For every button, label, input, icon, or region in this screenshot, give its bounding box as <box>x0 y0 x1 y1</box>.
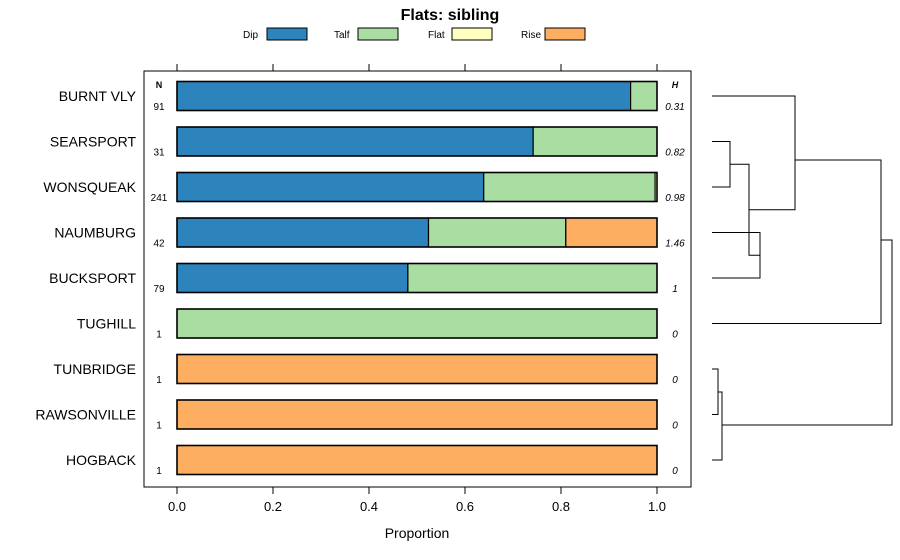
dendrogram <box>712 95 893 461</box>
bar-outline-tunbridge <box>176 353 658 385</box>
bar-searsport-dip <box>176 126 534 157</box>
h-label-bucksport: 1 <box>672 284 678 295</box>
n-label-rawsonville: 1 <box>156 421 162 432</box>
top-axis-ticks <box>176 64 658 71</box>
h-label-searsport: 0.82 <box>665 148 685 159</box>
bar-naumburg-dip <box>176 217 430 248</box>
h-label-hogback: 0 <box>672 466 678 477</box>
x-axis-title: Proportion <box>385 525 450 541</box>
legend-label-flat: Flat <box>428 30 445 41</box>
bar-bucksport-talf <box>407 262 658 294</box>
legend-label-dip: Dip <box>243 30 258 41</box>
n-label-searsport: 31 <box>153 148 165 159</box>
h-label-rawsonville: 0 <box>672 421 678 432</box>
x-axis: 0.0 0.2 0.4 0.6 0.8 1.0 <box>168 487 666 514</box>
category-label-burnt-vly: BURNT VLY <box>59 88 137 104</box>
x-tick-label-2: 0.4 <box>360 499 378 514</box>
bar-burnt-vly-dip <box>176 80 632 112</box>
n-labels: 91 31 241 42 79 1 1 1 1 <box>151 102 168 477</box>
bars <box>176 80 658 476</box>
dendrogram-branch-0 <box>712 141 731 188</box>
x-tick-label-0: 0.0 <box>168 499 186 514</box>
n-label-wonsqueak: 241 <box>151 193 168 204</box>
chart-title: Flats: sibling <box>401 7 500 24</box>
bar-outline-wonsqueak <box>176 171 658 203</box>
bar-bucksport-dip <box>176 262 409 294</box>
x-tick-label-3: 0.6 <box>456 499 474 514</box>
h-label-tunbridge: 0 <box>672 375 678 386</box>
h-label-wonsqueak: 0.98 <box>665 193 685 204</box>
legend-swatch-dip <box>266 27 308 41</box>
bar-outline-tughill <box>176 308 658 339</box>
category-label-naumburg: NAUMBURG <box>54 225 136 241</box>
x-tick-label-1: 0.2 <box>264 499 282 514</box>
bar-tunbridge-rise <box>176 353 658 385</box>
n-label-hogback: 1 <box>156 466 162 477</box>
bar-outline-bucksport <box>176 262 658 294</box>
bar-rawsonville-rise <box>176 399 658 430</box>
category-label-tunbridge: TUNBRIDGE <box>54 361 136 377</box>
bar-searsport-talf <box>532 126 658 157</box>
h-labels: 0.31 0.82 0.98 1.46 1 0 0 0 0 <box>665 102 685 477</box>
dendrogram-branch-3 <box>712 95 796 211</box>
legend: Dip Talf Flat Rise <box>243 27 586 41</box>
category-label-tughill: TUGHILL <box>77 316 136 332</box>
category-label-wonsqueak: WONSQUEAK <box>43 179 136 195</box>
h-column-header: H <box>672 80 679 90</box>
bar-burnt-vly-talf <box>629 80 658 112</box>
bar-outline-hogback <box>176 444 658 476</box>
bar-wonsqueak-talf <box>483 171 656 203</box>
h-label-burnt-vly: 0.31 <box>665 102 684 113</box>
legend-swatch-rise <box>544 27 586 41</box>
n-column-header: N <box>156 80 163 90</box>
bar-naumburg-rise <box>565 217 658 248</box>
n-label-burnt-vly: 91 <box>153 102 165 113</box>
h-label-tughill: 0 <box>672 330 678 341</box>
bar-wonsqueak-dip <box>176 171 485 203</box>
bar-naumburg-talf <box>427 217 567 248</box>
bar-outline-rawsonville <box>176 399 658 430</box>
category-label-rawsonville: RAWSONVILLE <box>35 407 136 423</box>
x-tick-label-5: 1.0 <box>648 499 666 514</box>
legend-swatch-talf <box>357 27 399 41</box>
bar-tughill-talf <box>176 308 658 339</box>
category-label-bucksport: BUCKSPORT <box>49 270 136 286</box>
n-label-naumburg: 42 <box>153 239 165 250</box>
category-labels: BURNT VLY SEARSPORT WONSQUEAK NAUMBURG BUCKS… <box>35 88 136 468</box>
dendrogram-branch-4 <box>712 159 882 324</box>
dendrogram-branch-6 <box>712 391 723 461</box>
category-label-hogback: HOGBACK <box>66 452 137 468</box>
plot-frame <box>143 70 692 488</box>
n-label-tunbridge: 1 <box>156 375 162 386</box>
category-label-searsport: SEARSPORT <box>50 134 137 150</box>
legend-label-talf: Talf <box>334 30 350 41</box>
bar-outline-searsport <box>176 126 658 157</box>
n-label-tughill: 1 <box>156 330 162 341</box>
bar-outline-naumburg <box>176 217 658 248</box>
bar-hogback-rise <box>176 444 658 476</box>
bar-outline-burnt-vly <box>176 80 658 112</box>
dendrogram-branch-5 <box>712 368 719 415</box>
h-label-naumburg: 1.46 <box>665 239 685 250</box>
dendrogram-branch-7 <box>722 239 893 426</box>
n-label-bucksport: 79 <box>153 284 165 295</box>
legend-swatch-flat <box>451 27 493 41</box>
legend-label-rise: Rise <box>521 30 541 41</box>
x-tick-label-4: 0.8 <box>552 499 570 514</box>
